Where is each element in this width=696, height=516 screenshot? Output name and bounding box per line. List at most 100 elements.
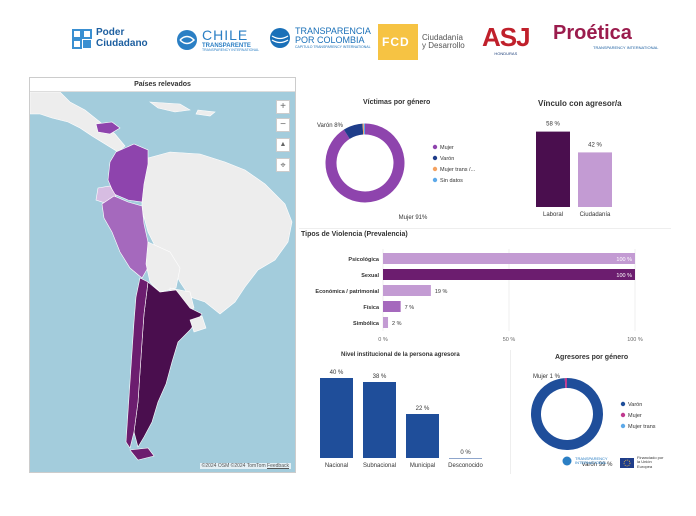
- logo-transparencia-colombia: TRANSPARENCIA POR COLOMBIA CAPITULO TRAN…: [269, 26, 371, 50]
- logo-chile-transparente: CHILE TRANSPARENTE TRANSPARENCY INTERNAT…: [176, 28, 259, 53]
- eu-footer-logo: Financiado por la Unión Europea: [620, 455, 667, 469]
- bar-laboral: [536, 131, 570, 207]
- bar-value-label: 42 %: [588, 142, 602, 148]
- tipos-panel: Tipos de Violencia (Prevalencia) 0 % 50 %…: [299, 228, 671, 350]
- logo-chile-title: CHILE: [202, 27, 249, 43]
- proetica-tag: TRANSPARENCY INTERNATIONAL: [593, 45, 659, 50]
- ti-footer-text: TRANSPARENCY INTERNATIONAL: [575, 455, 608, 465]
- bar-category-label: Desconocido: [448, 463, 483, 469]
- bar-nacional: [320, 378, 353, 458]
- hbar-category-label: Psicológica: [348, 257, 380, 263]
- logo-poder-line1: Poder: [96, 27, 125, 38]
- bar-value-label: 58 %: [546, 122, 560, 128]
- tipos-title: Tipos de Violencia (Prevalencia): [301, 231, 408, 238]
- nivel-panel: Nivel institucional de la persona agreso…: [305, 350, 505, 474]
- chile-globe-icon: [177, 30, 197, 51]
- hbar-value-label: 7 %: [405, 305, 415, 311]
- agresores-title: Agresores por género: [555, 354, 629, 361]
- map-attribution-text: ©2024 OSM ©2024 TomTom: [201, 463, 266, 469]
- hbar-category-label: Física: [363, 305, 380, 311]
- bar-category-label: Subnacional: [363, 463, 396, 469]
- map-zoom-out-button[interactable]: −: [276, 118, 290, 132]
- map-panel: Países relevados + − ▲ ⌖ ©2024 OSM ©2024: [29, 77, 296, 473]
- ti-footer-logo: TRANSPARENCY INTERNATIONAL: [562, 456, 623, 466]
- nivel-title: Nivel institucional de la persona agreso…: [341, 352, 460, 358]
- fcd-text-line1: Ciudadanía: [422, 32, 463, 42]
- nivel-bar-chart: 40 % Nacional 38 % Subnacional 22 % Municipal…: [320, 370, 484, 469]
- map-title-bar: Países relevados: [30, 78, 295, 92]
- poder-ciudadano-mark-icon: [72, 28, 92, 49]
- tipos-bar-chart: 0 % 50 % 100 % Psicológica 100 % Sexual 100 % E…: [315, 249, 643, 343]
- eu-flag-icon: [620, 457, 634, 468]
- x-tick-label: 100 %: [627, 337, 643, 343]
- legend-marker: [620, 401, 626, 407]
- bar-municipal: [406, 414, 439, 458]
- legend-label: Sin datos: [440, 178, 463, 184]
- data-label: Mujer 91%: [399, 215, 428, 221]
- map-uruguay: [189, 315, 207, 333]
- donut-slice-mujer: [325, 123, 405, 203]
- map-colombia[interactable]: [107, 143, 149, 203]
- colombia-globe-icon: [270, 28, 290, 49]
- south-america-map[interactable]: [30, 92, 295, 472]
- vinculo-title: Vínculo con agresor/a: [538, 99, 622, 108]
- bar-ciudadanía: [578, 152, 612, 207]
- legend-label: Mujer trans: [628, 424, 656, 430]
- logo-asj: ASJ HONDURAS: [482, 22, 531, 56]
- hbar-4: [383, 317, 389, 328]
- donut-slice-var-n: [531, 378, 603, 450]
- fcd-text-line2: y Desarrollo: [422, 41, 465, 50]
- vinculo-bar-chart: 58 % Laboral 42 % Ciudadanía: [536, 122, 612, 218]
- hbar-value-label: 2 %: [392, 321, 402, 327]
- bar-category-label: Nacional: [325, 463, 348, 469]
- bar-value-label: 22 %: [416, 406, 430, 412]
- map-honduras[interactable]: [95, 121, 121, 135]
- agresores-donut-chart: Varón Mujer Mujer trans Mujer 1 % Varón 99 %: [531, 374, 656, 468]
- logo-poder-line2: Ciudadano: [96, 37, 148, 49]
- fcd-mark: FCD: [378, 24, 418, 60]
- logo-chile-sub: TRANSPARENTE: [202, 42, 251, 49]
- data-label: Mujer 1 %: [533, 374, 561, 380]
- bar-category-label: Municipal: [410, 463, 435, 469]
- central-america-land: [30, 92, 126, 153]
- hbar-value-label: 19 %: [435, 289, 448, 295]
- map-feedback-link[interactable]: Feedback: [267, 463, 289, 469]
- legend-label: Varón: [628, 402, 642, 408]
- logo-chile-tag: TRANSPARENCY INTERNATIONAL: [202, 47, 260, 52]
- eu-footer-text: Financiado por la Unión Europea: [637, 455, 664, 469]
- bar-subnacional: [363, 382, 396, 458]
- map-attribution: ©2024 OSM ©2024 TomTom Feedback: [199, 463, 291, 469]
- map-bolivia: [145, 241, 181, 293]
- legend-marker: [432, 155, 438, 161]
- legend-marker: [620, 423, 626, 429]
- asj-letters: ASJ: [482, 22, 531, 52]
- hbar-category-label: Simbólica: [353, 321, 380, 327]
- victimas-title: Víctimas por género: [363, 99, 431, 106]
- logo-poder-ciudadano: Poder Ciudadano: [72, 27, 148, 49]
- map-locate-button[interactable]: ⌖: [276, 158, 290, 172]
- hbar-2: [383, 285, 431, 296]
- map-chile[interactable]: [125, 277, 149, 449]
- legend-marker: [620, 412, 626, 418]
- hbar-3: [383, 301, 401, 312]
- hbar-1: [383, 269, 635, 280]
- bar-value-label: 38 %: [373, 374, 387, 380]
- vinculo-panel: Vínculo con agresor/a 58 % Laboral 42 % Ciu…: [530, 97, 670, 227]
- legend-label: Mujer: [440, 145, 454, 151]
- logo-colombia-line1: TRANSPARENCIA: [295, 26, 371, 36]
- legend-label: Mujer: [628, 413, 642, 419]
- donut-slice-var-n: [343, 123, 364, 140]
- asj-sub: HONDURAS: [494, 51, 518, 56]
- logo-fcd: FCD Ciudadanía y Desarrollo: [378, 24, 465, 60]
- hbar-0: [383, 253, 635, 264]
- hbar-value-label: 100 %: [616, 273, 632, 279]
- map-zoom-in-button[interactable]: +: [276, 100, 290, 114]
- data-label: Varón 8%: [317, 123, 344, 129]
- victimas-donut-chart: Mujer Varón Mujer trans /... Sin datos Mujer…: [317, 123, 476, 221]
- fcd-letters: FCD: [382, 35, 410, 49]
- bar-category-label: Ciudadanía: [580, 212, 611, 218]
- logo-colombia-tag: CAPITULO TRANSPARENCY INTERNATIONAL: [295, 44, 371, 49]
- bar-category-label: Laboral: [543, 212, 563, 218]
- map-compass-button[interactable]: ▲: [276, 138, 290, 152]
- bar-desconocido: [449, 458, 482, 459]
